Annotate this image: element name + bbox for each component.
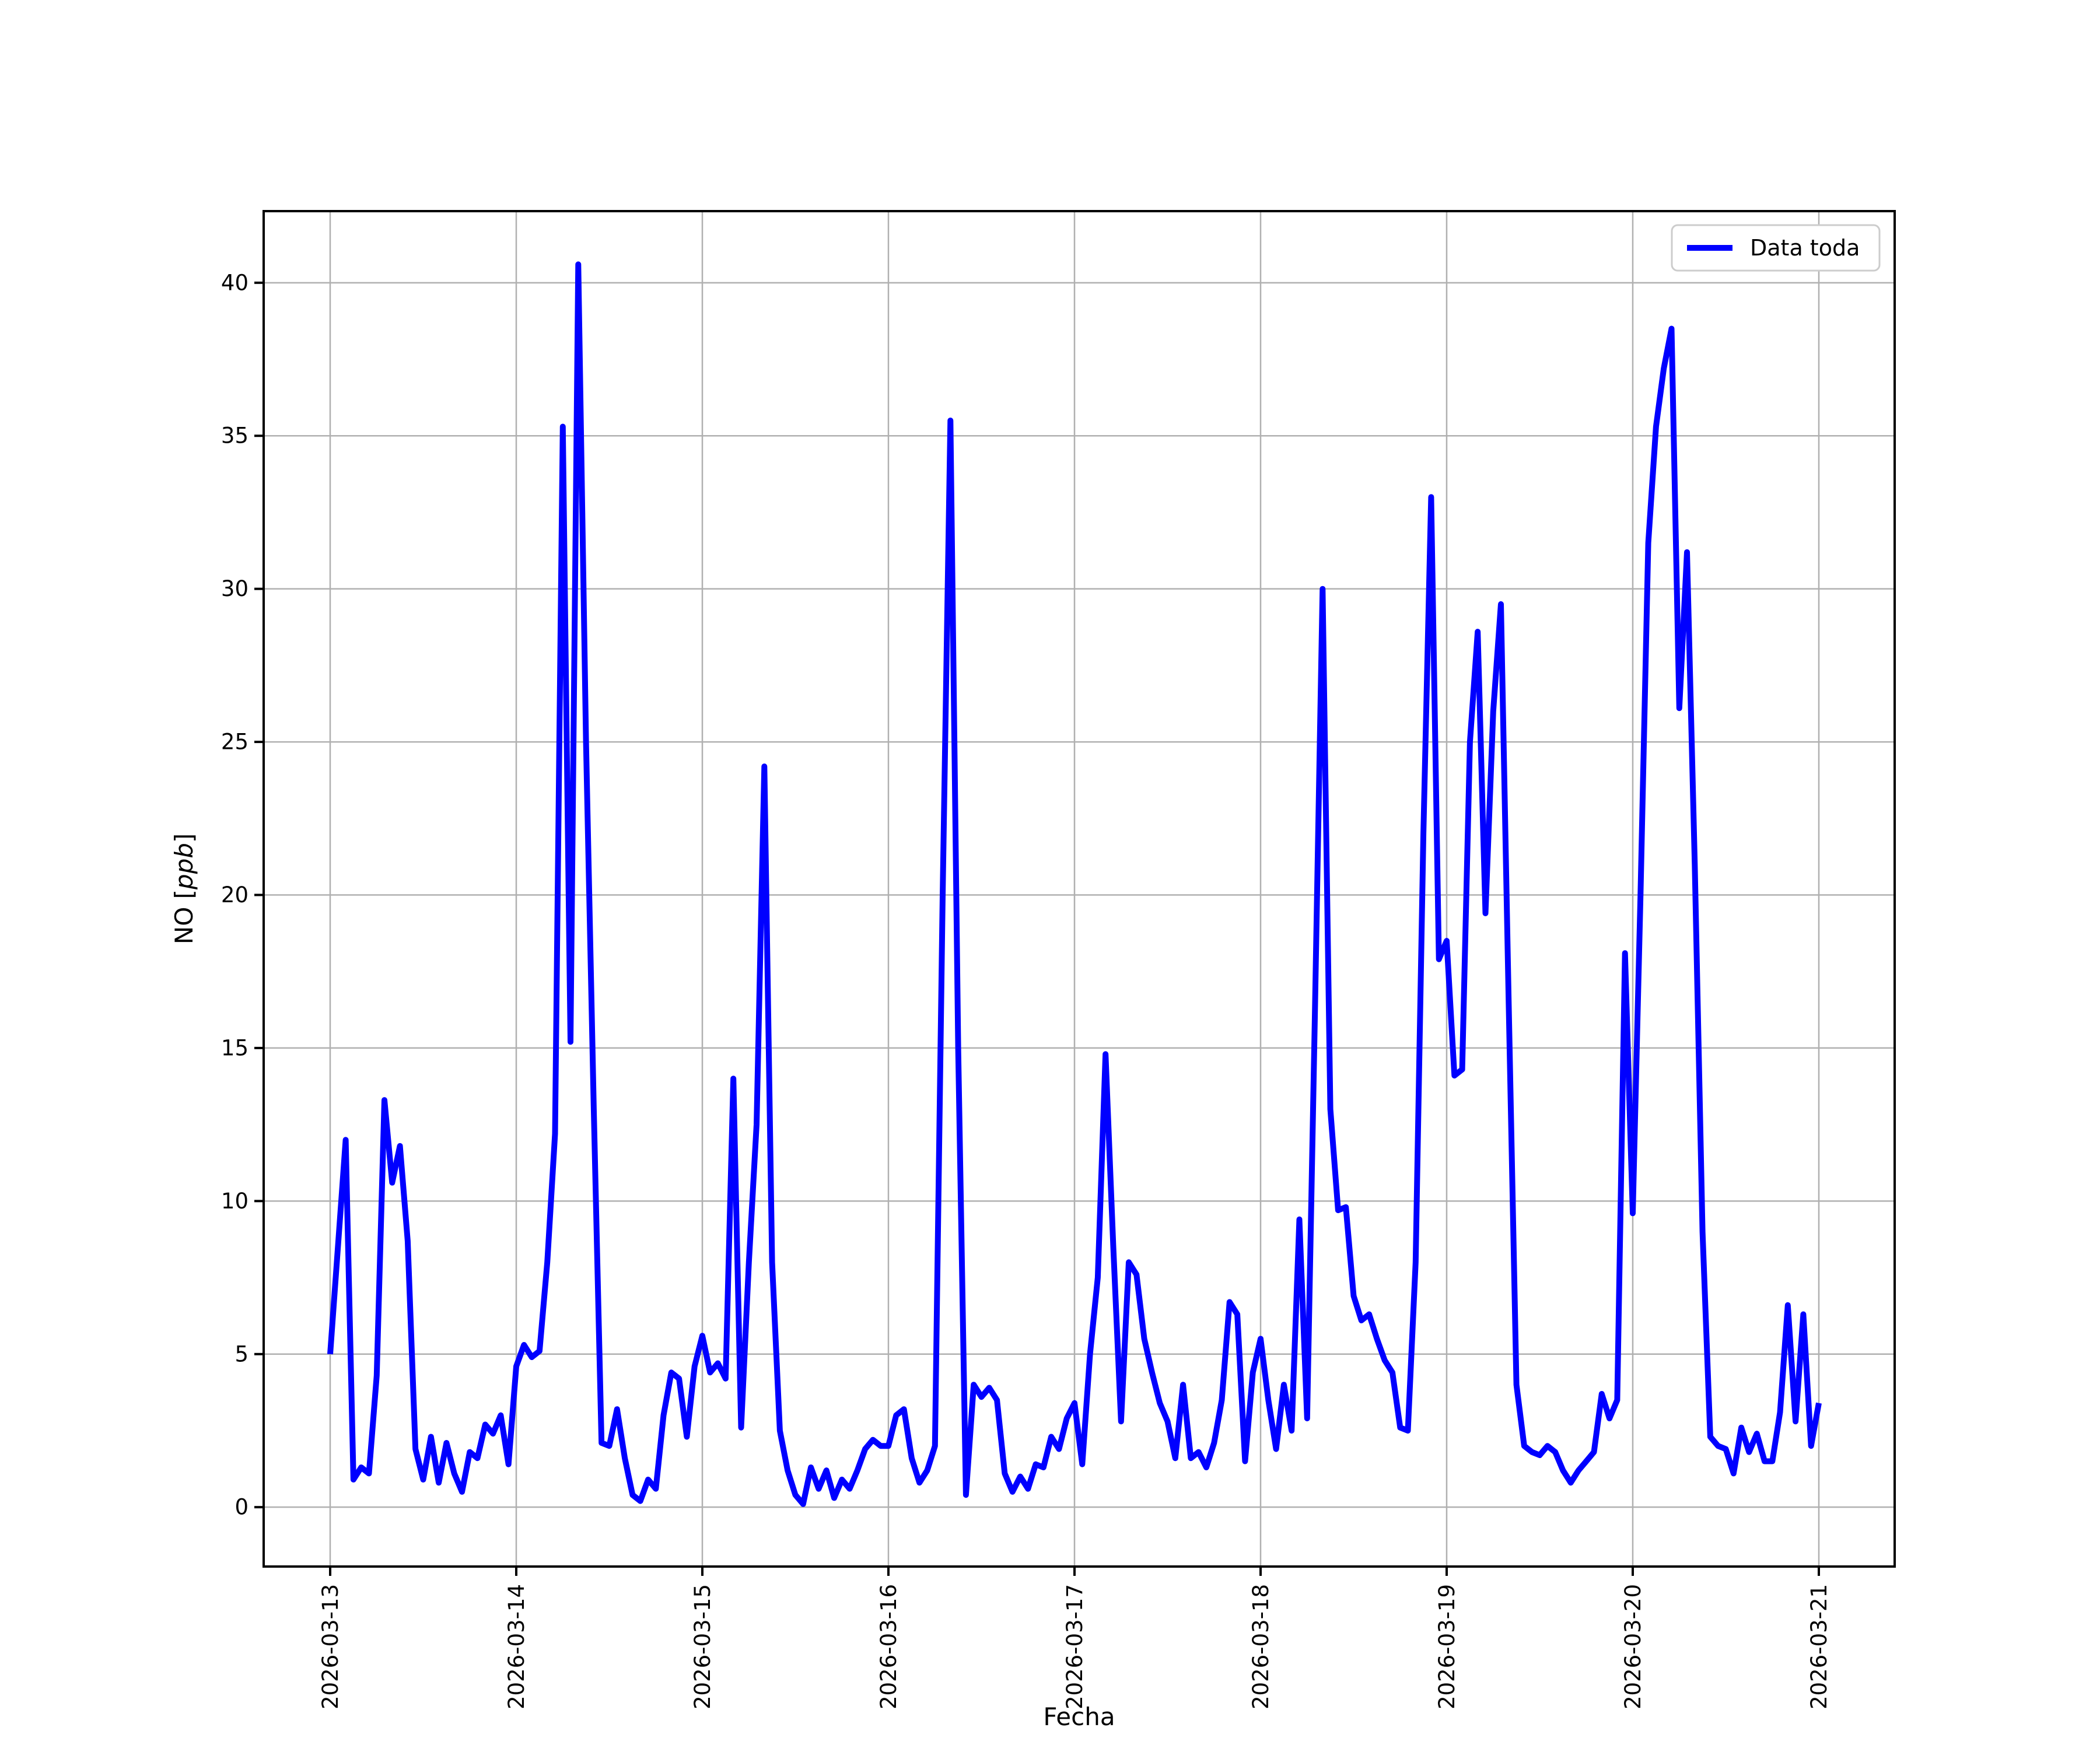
x-tick-label: 2026-03-15 [690, 1584, 715, 1709]
x-tick-label: 2026-03-16 [876, 1584, 901, 1709]
legend-box: Data toda [1671, 224, 1881, 272]
series-data-toda [327, 261, 1822, 1507]
y-tick-label: 10 [221, 1189, 249, 1214]
legend-frame [1671, 224, 1881, 272]
y-axis-label: NO [ppb] [170, 833, 198, 945]
x-tick-label: 2026-03-21 [1807, 1584, 1832, 1709]
y-tick-label: 25 [221, 730, 249, 755]
legend-entry-label: Data toda [1750, 235, 1860, 261]
x-tick-label: 2026-03-14 [504, 1584, 529, 1709]
grid-lines [264, 211, 1895, 1567]
y-tick-label: 30 [221, 576, 249, 601]
data-series-line [327, 261, 1822, 1507]
x-tick-label: 2026-03-18 [1248, 1584, 1273, 1709]
y-axis-label-suffix: ] [170, 833, 198, 843]
y-tick-label: 20 [221, 882, 249, 907]
x-tick-label: 2026-03-17 [1062, 1584, 1087, 1709]
x-axis-label: Fecha [1043, 1702, 1115, 1731]
y-tick-label: 15 [221, 1035, 249, 1060]
y-axis-label-prefix: NO [ [170, 889, 198, 944]
y-axis-label-units: ppb [170, 843, 198, 890]
x-tick-label: 2026-03-20 [1620, 1584, 1646, 1709]
x-tick-label: 2026-03-19 [1434, 1584, 1460, 1709]
y-tick-label: 40 [221, 270, 249, 295]
y-tick-label: 35 [221, 423, 249, 448]
y-tick-label: 0 [235, 1495, 249, 1520]
y-tick-label: 5 [235, 1341, 249, 1366]
axis-ticks-and-labels: 0 5 10 15 20 25 30 35 40 2026-03-13 2026-03-14 2026… [221, 270, 1832, 1709]
x-tick-label: 2026-03-13 [318, 1584, 343, 1709]
axes-frame [262, 210, 1896, 1568]
